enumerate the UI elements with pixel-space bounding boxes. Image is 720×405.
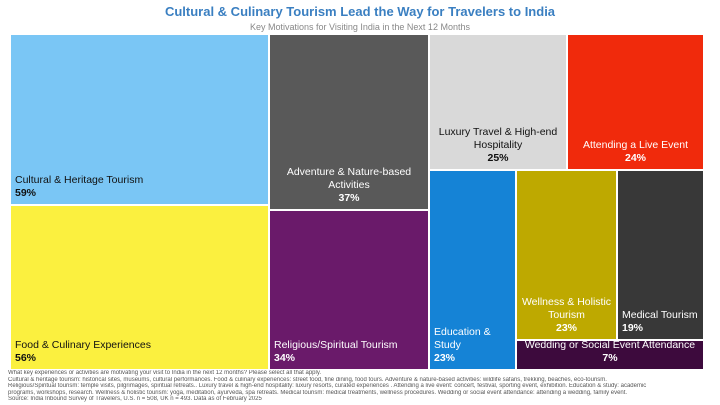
tile-label: Adventure & Nature-based Activities 37% <box>274 166 424 205</box>
footnote-block: What key experiences or activities are m… <box>8 370 713 403</box>
treemap-tile-attending-a-live-event: Attending a Live Event 24% <box>567 34 704 170</box>
tile-category-label: Medical Tourism <box>622 309 698 321</box>
tile-label: Attending a Live Event 24% <box>572 139 699 165</box>
tile-category-label: Adventure & Nature-based Activities <box>286 166 412 191</box>
treemap-tile-education-study: Education & Study 23% <box>429 170 516 370</box>
tile-value-label: 37% <box>338 192 360 204</box>
tile-category-label: Education & Study <box>434 326 491 351</box>
treemap: Cultural & Heritage Tourism 59% Food & Cul… <box>10 34 704 370</box>
tile-value-label: 56% <box>15 352 37 364</box>
tile-value-label: 24% <box>624 152 646 164</box>
tile-category-label: Food & Culinary Experiences <box>15 339 151 351</box>
treemap-tile-wedding-or-social-event-attendance: Wedding or Social Event Attendance 7% <box>516 340 704 370</box>
tile-value-label: 19% <box>622 322 644 334</box>
tile-category-label: Attending a Live Event <box>582 139 689 151</box>
footnote-line: Cultural & heritage tourism: historical … <box>8 376 607 383</box>
tile-category-label: Wedding or Social Event Attendance <box>524 340 696 351</box>
tile-category-label: Cultural & Heritage Tourism <box>15 174 144 186</box>
tile-label: Medical Tourism 19% <box>622 309 699 335</box>
tile-label: Luxury Travel & High-end Hospitality 25% <box>434 126 562 165</box>
tile-label: Cultural & Heritage Tourism 59% <box>15 174 264 200</box>
footnote-line: What key experiences or activities are m… <box>8 370 322 376</box>
treemap-tile-cultural-heritage-tourism: Cultural & Heritage Tourism 59% <box>10 34 269 205</box>
treemap-tile-adventure-nature-based-activities: Adventure & Nature-based Activities 37% <box>269 34 429 210</box>
tile-category-label: Religious/Spiritual Tourism <box>274 339 398 351</box>
treemap-tile-luxury-travel-high-end-hospitality: Luxury Travel & High-end Hospitality 25% <box>429 34 567 170</box>
tile-value-label: 25% <box>487 152 509 164</box>
tile-label: Religious/Spiritual Tourism 34% <box>274 339 424 365</box>
tile-value-label: 23% <box>434 352 456 364</box>
tile-category-label: Luxury Travel & High-end Hospitality <box>438 126 558 151</box>
treemap-tile-religious-spiritual-tourism: Religious/Spiritual Tourism 34% <box>269 210 429 370</box>
chart-subtitle: Key Motivations for Visiting India in th… <box>250 22 470 32</box>
tile-value-label: 59% <box>15 187 37 199</box>
footnote-line: programs, workshops, research. Wellness … <box>8 389 628 396</box>
tile-value-label: 23% <box>555 322 577 334</box>
treemap-tile-medical-tourism: Medical Tourism 19% <box>617 170 704 340</box>
chart-title: Cultural & Culinary Tourism Lead the Way… <box>164 4 556 19</box>
tile-label: Wellness & Holistic Tourism 23% <box>521 296 612 335</box>
treemap-tile-wellness-holistic-tourism: Wellness & Holistic Tourism 23% <box>516 170 617 340</box>
tile-category-label: Wellness & Holistic Tourism <box>521 296 612 321</box>
tile-label: Education & Study 23% <box>434 326 511 365</box>
tile-label: Food & Culinary Experiences 56% <box>15 339 264 365</box>
footnote-line: Source: India Inbound Survey of Traveler… <box>8 396 262 403</box>
tile-value-label: 34% <box>274 352 296 364</box>
treemap-tile-food-culinary-experiences: Food & Culinary Experiences 56% <box>10 205 269 370</box>
footnote-line: Religious/Spiritual tourism: temple visi… <box>8 383 647 390</box>
tile-label: Wedding or Social Event Attendance 7% <box>521 340 699 365</box>
tile-value-label: 7% <box>602 352 618 364</box>
